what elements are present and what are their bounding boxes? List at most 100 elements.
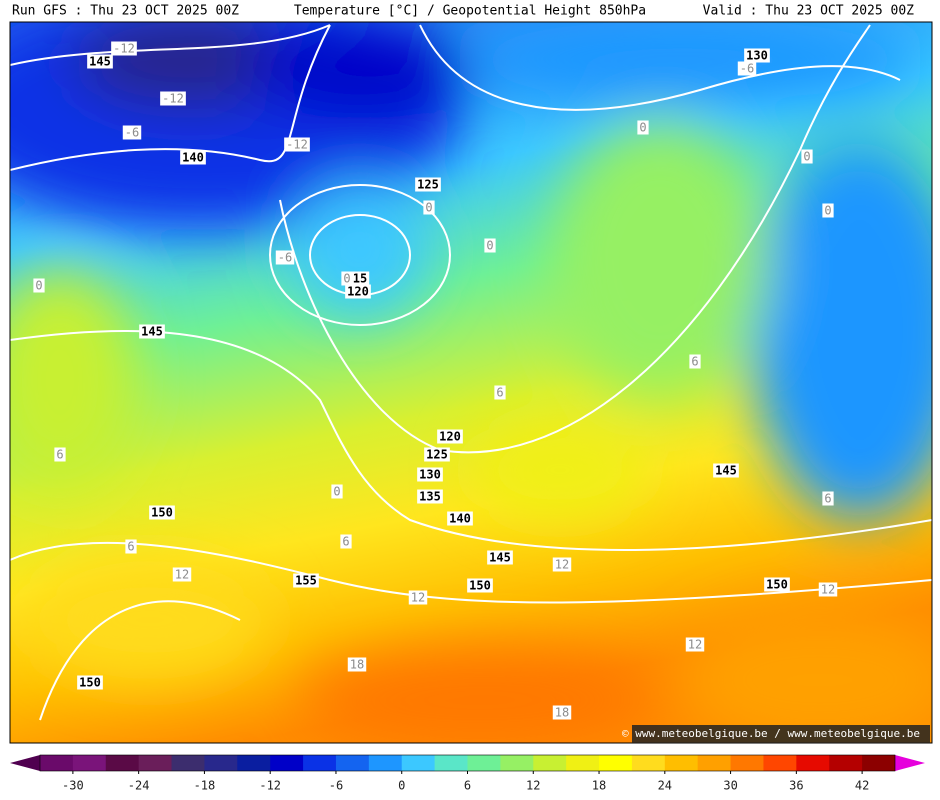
height-label: 120 xyxy=(439,430,461,444)
height-label: 130 xyxy=(419,468,441,482)
colorbar-tick-label: -24 xyxy=(128,779,150,793)
label-bg xyxy=(54,447,66,462)
label-bg xyxy=(423,200,435,215)
label-bg xyxy=(415,177,441,192)
colorbar-over xyxy=(895,755,925,771)
colorbar-segment xyxy=(335,755,370,771)
watermark-bg xyxy=(632,725,930,743)
colorbar-tick-label: 18 xyxy=(592,779,606,793)
temperature-label: 6 xyxy=(127,540,134,554)
temperature-label: 12 xyxy=(688,638,702,652)
height-label: 140 xyxy=(182,151,204,165)
height-label: 120 xyxy=(347,285,369,299)
valid-label: Valid : Thu 23 OCT 2025 00Z xyxy=(703,4,914,19)
colorbar-segment xyxy=(434,755,468,771)
height-label: 145 xyxy=(715,464,737,478)
label-bg xyxy=(737,61,757,76)
height-label: 145 xyxy=(141,325,163,339)
label-bg xyxy=(764,577,790,592)
height-label: 155 xyxy=(295,574,317,588)
colorbar-segment xyxy=(105,755,140,771)
label-bg xyxy=(160,91,186,106)
height-label: 145 xyxy=(489,551,511,565)
label-bg xyxy=(293,573,319,588)
label-bg xyxy=(822,491,834,506)
colorbar-segment xyxy=(566,755,600,771)
temperature-label: -6 xyxy=(125,126,139,140)
colorbar-segment xyxy=(862,755,896,771)
colorbar-segment xyxy=(401,755,436,771)
colorbar-segment xyxy=(533,755,567,771)
label-bg xyxy=(801,149,813,164)
label-bg xyxy=(417,467,443,482)
label-bg xyxy=(172,567,192,582)
height-label: 150 xyxy=(151,506,173,520)
label-bg xyxy=(180,150,206,165)
colorbar-segment xyxy=(664,755,699,771)
colorbar-segment xyxy=(303,755,337,771)
height-label: 140 xyxy=(449,512,471,526)
temperature-label: 6 xyxy=(824,492,831,506)
label-bg xyxy=(341,271,353,286)
colorbar-tick-label: 6 xyxy=(464,779,471,793)
colorbar-segment xyxy=(796,755,830,771)
label-bg xyxy=(340,534,352,549)
label-bg xyxy=(487,550,513,565)
temperature-label: 0 xyxy=(333,485,340,499)
height-label: 150 xyxy=(79,676,101,690)
colorbar-segment xyxy=(763,755,797,771)
temperature-label: 0 xyxy=(803,150,810,164)
colorbar-segment xyxy=(829,755,863,771)
temperature-label: -12 xyxy=(113,42,135,56)
height-label: 145 xyxy=(89,55,111,69)
colorbar-segment xyxy=(237,755,271,771)
temperature-label: -6 xyxy=(278,251,292,265)
temperature-label: 6 xyxy=(56,448,63,462)
temperature-label: 12 xyxy=(821,583,835,597)
colorbar-segment xyxy=(72,755,107,771)
colorbar-segment xyxy=(697,755,732,771)
colorbar-segment xyxy=(730,755,764,771)
temperature-label: 6 xyxy=(496,386,503,400)
temperature-label: 6 xyxy=(342,535,349,549)
colorbar-segment xyxy=(500,755,534,771)
label-bg xyxy=(744,48,770,63)
label-bg xyxy=(424,447,450,462)
label-bg xyxy=(408,590,428,605)
label-bg xyxy=(111,41,137,56)
temperature-label: -12 xyxy=(162,92,184,106)
height-label: 130 xyxy=(746,49,768,63)
label-bg xyxy=(77,675,103,690)
temperature-label: 0 xyxy=(486,239,493,253)
temperature-label: 12 xyxy=(175,568,189,582)
label-bg xyxy=(139,324,165,339)
label-bg xyxy=(417,489,443,504)
label-bg xyxy=(685,637,705,652)
height-label: 150 xyxy=(469,579,491,593)
temperature-label: 18 xyxy=(350,658,364,672)
label-bg xyxy=(552,557,572,572)
temperature-label: 6 xyxy=(691,355,698,369)
label-bg xyxy=(689,354,701,369)
colorbar-tick-label: -6 xyxy=(329,779,343,793)
label-bg xyxy=(552,705,572,720)
colorbar-segment xyxy=(204,755,238,771)
colorbar-tick-label: -30 xyxy=(62,779,84,793)
label-bg xyxy=(125,539,137,554)
colorbar-tick-label: -12 xyxy=(259,779,281,793)
colorbar-tick-label: 30 xyxy=(723,779,737,793)
temperature-label: 18 xyxy=(555,706,569,720)
colorbar-tick-label: 42 xyxy=(855,779,869,793)
label-bg xyxy=(713,463,739,478)
colorbar-segment xyxy=(467,755,501,771)
temperature-label: 0 xyxy=(824,204,831,218)
label-bg xyxy=(345,284,371,299)
label-bg xyxy=(33,278,45,293)
height-label: 125 xyxy=(426,448,448,462)
label-bg xyxy=(637,120,649,135)
colorbar-segment xyxy=(40,755,74,771)
colorbar-tick-label: 24 xyxy=(658,779,672,793)
colorbar-under xyxy=(10,755,40,771)
temperature-label: 0 xyxy=(343,272,350,286)
